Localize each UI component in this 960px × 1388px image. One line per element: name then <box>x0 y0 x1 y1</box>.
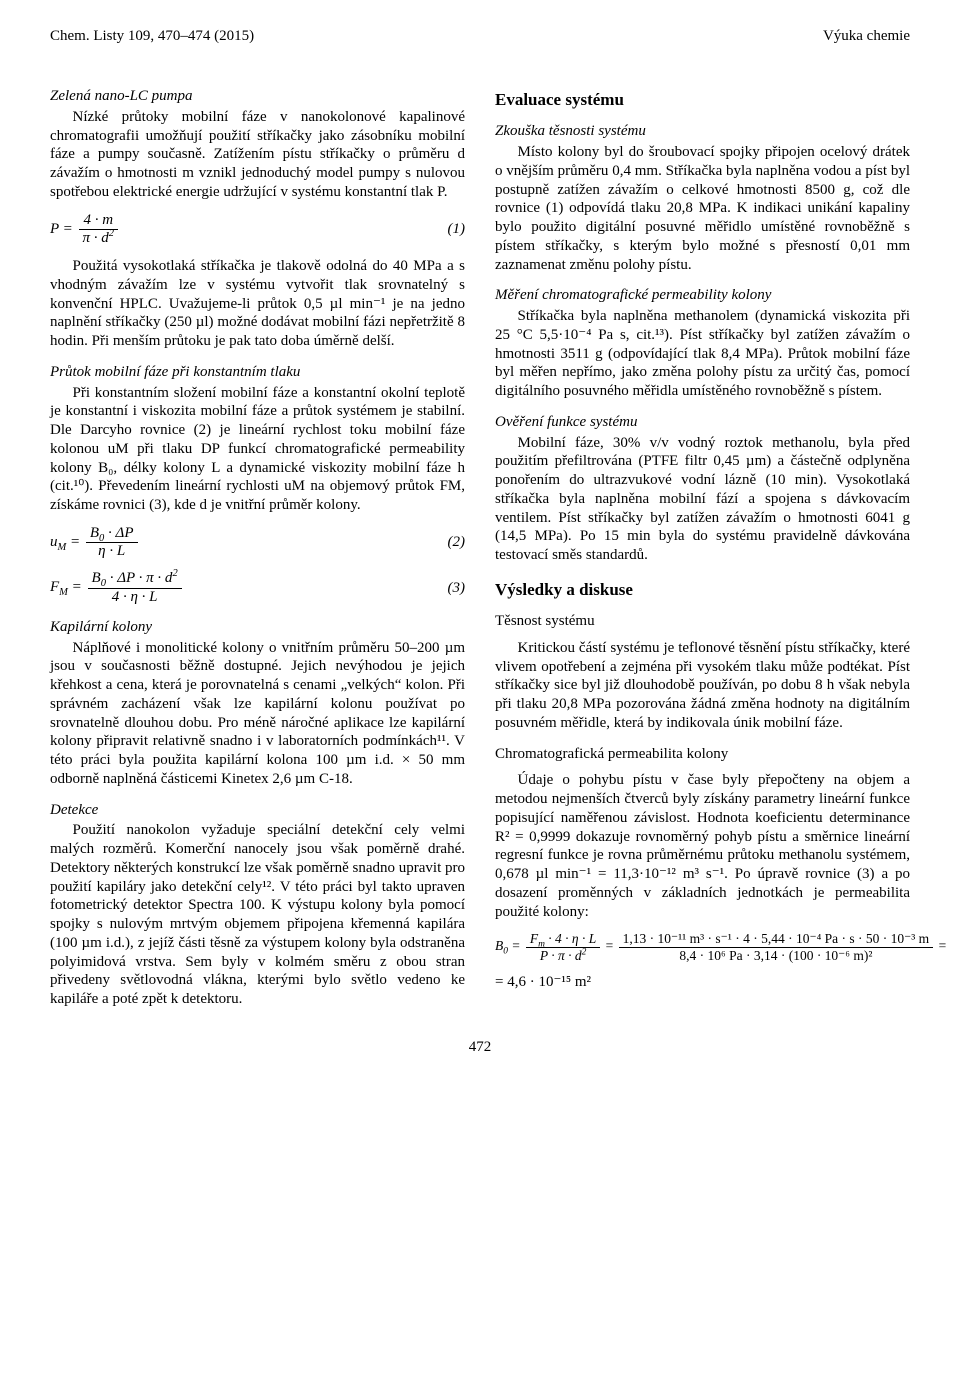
denominator: 4 · η · L <box>88 589 182 606</box>
numerator: B0 · ΔP · π · d2 <box>88 570 182 588</box>
equation-3: FM = B0 · ΔP · π · d2 4 · η · L (3) <box>50 570 465 606</box>
section-heading: Detekce <box>50 801 465 820</box>
denominator: 8,4 · 10⁶ Pa · 3,14 · (100 · 10⁻⁶ m)² <box>619 948 934 964</box>
body-paragraph: = 4,6 · 10⁻¹⁵ m² <box>495 973 910 992</box>
header-left: Chem. Listy 109, 470–474 (2015) <box>50 28 254 45</box>
left-column: Zelená nano-LC pumpa Nízké průtoky mobil… <box>50 75 465 1013</box>
fraction: Fm · 4 · η · L P · π · d2 <box>526 931 600 963</box>
body-paragraph: Při konstantním složení mobilní fáze a k… <box>50 384 465 515</box>
section-heading: Chromatografická permeabilita kolony <box>495 745 910 764</box>
section-heading: Ověření funkce systému <box>495 413 910 432</box>
eq-lhs: uM = <box>50 534 80 550</box>
numerator: B0 · ΔP <box>86 525 138 543</box>
equation-1: P = 4 · m π · d2 (1) <box>50 212 465 248</box>
body-paragraph: Kritickou částí systému je teflonové těs… <box>495 639 910 733</box>
section-heading: Zelená nano-LC pumpa <box>50 87 465 106</box>
equation-2: uM = B0 · ΔP η · L (2) <box>50 525 465 561</box>
body-paragraph: Použití nanokolon vyžaduje speciální det… <box>50 821 465 1009</box>
body-paragraph: Nízké průtoky mobilní fáze v nanokolonov… <box>50 108 465 202</box>
denominator: P · π · d2 <box>526 948 600 964</box>
denominator: η · L <box>86 543 138 560</box>
body-paragraph: Mobilní fáze, 30% v/v vodný roztok metha… <box>495 434 910 565</box>
eq-lhs: B0 = <box>495 938 520 953</box>
body-paragraph: Použitá vysokotlaká stříkačka je tlakově… <box>50 257 465 351</box>
page-number: 472 <box>50 1039 910 1056</box>
body-paragraph: Stříkačka byla naplněna methanolem (dyna… <box>495 307 910 401</box>
fraction: 1,13 · 10⁻¹¹ m³ · s⁻¹ · 4 · 5,44 · 10⁻⁴ … <box>619 931 934 963</box>
header-right: Výuka chemie <box>823 28 910 45</box>
section-heading: Kapilární kolony <box>50 618 465 637</box>
section-heading: Průtok mobilní fáze při konstantním tlak… <box>50 363 465 382</box>
numerator: 1,13 · 10⁻¹¹ m³ · s⁻¹ · 4 · 5,44 · 10⁻⁴ … <box>619 931 934 948</box>
body-paragraph: Údaje o pohybu pístu v čase byly přepočt… <box>495 771 910 921</box>
section-heading: Výsledky a diskuse <box>495 579 910 600</box>
equation-4: B0 = Fm · 4 · η · L P · π · d2 = 1,13 · … <box>495 931 910 963</box>
equation-number: (2) <box>448 533 466 552</box>
section-heading: Evaluace systému <box>495 89 910 110</box>
fraction: B0 · ΔP η · L <box>86 525 138 561</box>
eq-lhs: P = <box>50 221 73 237</box>
section-heading: Zkouška těsnosti systému <box>495 122 910 141</box>
eq-lhs: FM = <box>50 579 82 595</box>
body-paragraph: Náplňové i monolitické kolony o vnitřním… <box>50 639 465 789</box>
fraction: 4 · m π · d2 <box>79 212 119 248</box>
section-heading: Měření chromatografické permeability kol… <box>495 286 910 305</box>
denominator: π · d2 <box>79 230 119 247</box>
fraction: B0 · ΔP · π · d2 4 · η · L <box>88 570 182 606</box>
section-heading: Těsnost systému <box>495 612 910 631</box>
two-column-layout: Zelená nano-LC pumpa Nízké průtoky mobil… <box>50 75 910 1013</box>
equation-number: (3) <box>448 579 466 598</box>
page-header: Chem. Listy 109, 470–474 (2015) Výuka ch… <box>50 28 910 45</box>
body-paragraph: Místo kolony byl do šroubovací spojky př… <box>495 143 910 274</box>
equation-number: (1) <box>448 220 466 239</box>
numerator: Fm · 4 · η · L <box>526 931 600 948</box>
eq-tail: = <box>939 938 947 953</box>
right-column: Evaluace systému Zkouška těsnosti systém… <box>495 75 910 1013</box>
